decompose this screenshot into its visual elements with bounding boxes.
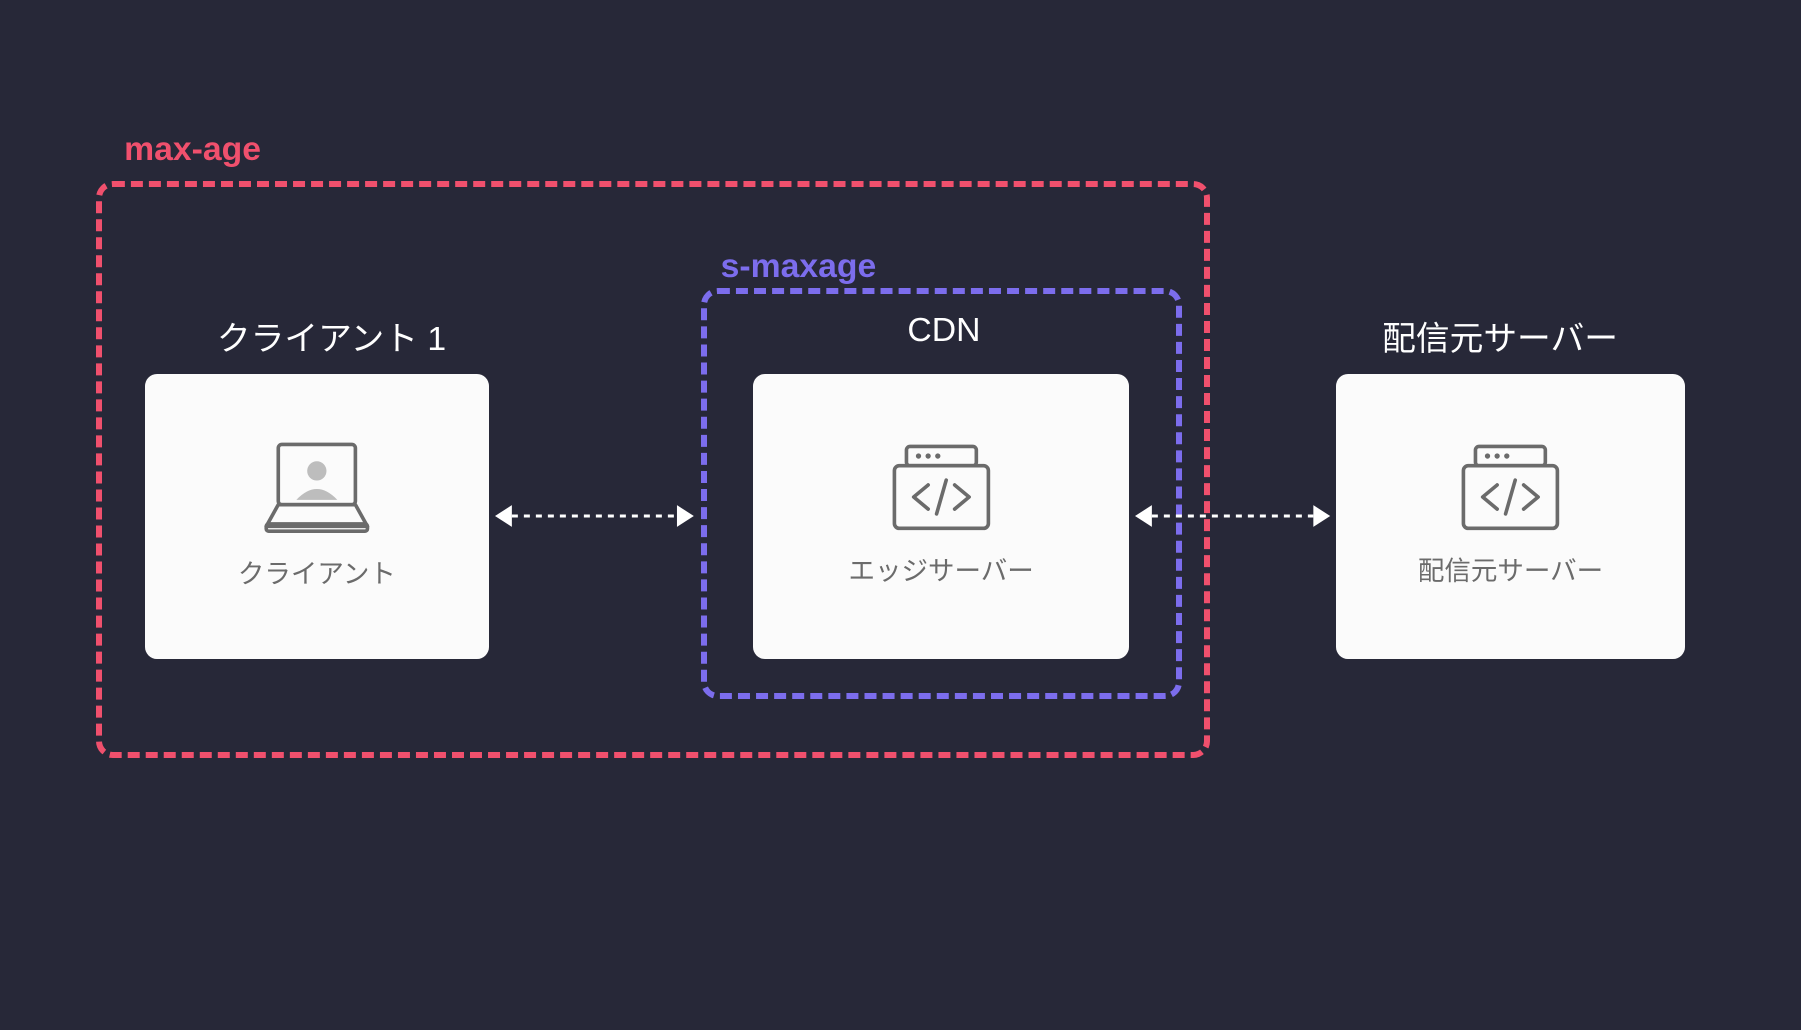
region-label-max-age: max-age [124, 130, 261, 169]
section-title-origin: 配信元サーバー [1382, 311, 1618, 360]
card-origin-server: 配信元サーバー [1336, 374, 1684, 660]
double-arrow-client-edge [475, 496, 714, 536]
section-title-cdn: CDN [907, 311, 980, 350]
region-label-s-maxage: s-maxage [721, 247, 877, 286]
card-client: クライアント [145, 374, 490, 660]
card-origin-caption: 配信元サーバー [1418, 549, 1603, 588]
diagram-stage: max-age s-maxage クライアント 1 CDN 配信元サーバー クラ… [0, 0, 1801, 1030]
code-window-icon [892, 444, 991, 531]
code-window-icon [1461, 444, 1560, 531]
card-client-caption: クライアント [238, 552, 396, 591]
double-arrow-edge-origin [1115, 496, 1350, 536]
laptop-icon [259, 442, 375, 534]
card-edge-server: エッジサーバー [753, 374, 1129, 660]
card-edge-caption: エッジサーバー [848, 549, 1033, 588]
section-title-client: クライアント 1 [217, 311, 446, 360]
